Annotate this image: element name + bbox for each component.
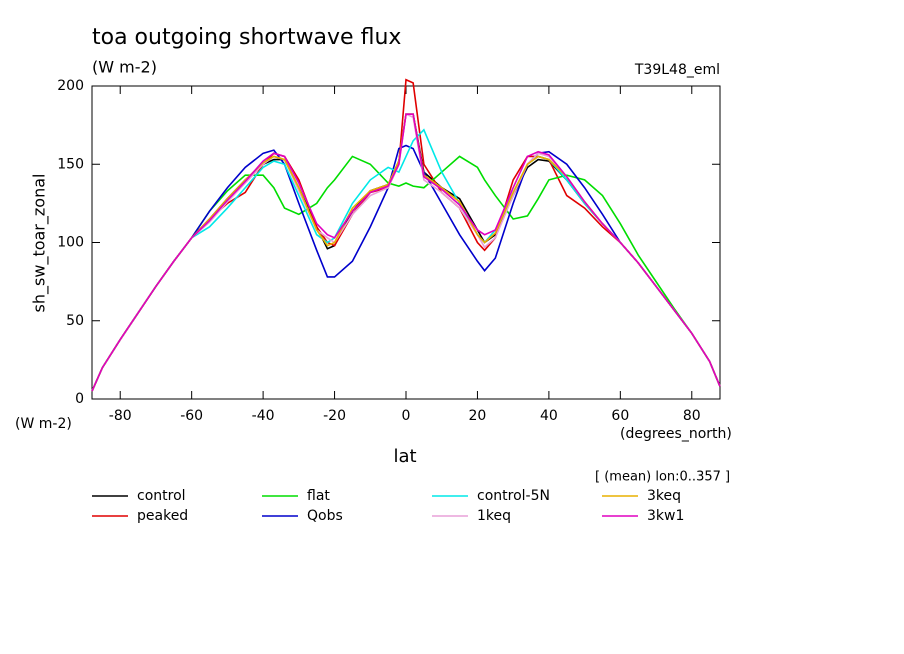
x-tick-label: -80 bbox=[109, 408, 132, 424]
x-tick-label: 20 bbox=[469, 408, 487, 424]
series-line bbox=[91, 78, 721, 392]
y-tick-label: 200 bbox=[57, 78, 84, 94]
chart-subtitle: (W m-2) bbox=[92, 58, 157, 77]
tag: T39L48_eml bbox=[634, 62, 720, 78]
x-axis-label: lat bbox=[393, 446, 416, 467]
legend-label: flat bbox=[307, 488, 330, 504]
legend-label: 3keq bbox=[647, 488, 681, 504]
x-tick-label: -40 bbox=[252, 408, 275, 424]
y-tick-label: 0 bbox=[75, 391, 84, 407]
x-tick-label: 0 bbox=[402, 408, 411, 424]
series-line bbox=[91, 128, 721, 392]
legend-label: Qobs bbox=[307, 508, 343, 524]
legend-label: 3kw1 bbox=[647, 508, 684, 524]
series-line bbox=[91, 144, 721, 392]
x-tick-label: -60 bbox=[180, 408, 203, 424]
chart-title: toa outgoing shortwave flux bbox=[92, 25, 401, 50]
legend-label: control bbox=[137, 488, 186, 504]
series-line bbox=[91, 155, 721, 392]
y-tick-label: 100 bbox=[57, 235, 84, 251]
x-tick-label: 80 bbox=[683, 408, 701, 424]
series-line bbox=[91, 113, 721, 392]
y-axis-label: sh_sw_toar_zonal bbox=[30, 174, 50, 313]
y-tick-label: 50 bbox=[66, 313, 84, 329]
legend-label: 1keq bbox=[477, 508, 511, 524]
legend-label: control-5N bbox=[477, 488, 550, 504]
x-tick-label: 40 bbox=[540, 408, 558, 424]
y-tick-label: 150 bbox=[57, 156, 84, 172]
plot-frame bbox=[91, 85, 721, 400]
legend-label: peaked bbox=[137, 508, 188, 524]
x-tick-label: -20 bbox=[323, 408, 346, 424]
y-unit: (W m-2) bbox=[15, 416, 72, 432]
x-tick-label: 60 bbox=[611, 408, 629, 424]
annotation: [ (mean) lon:0..357 ] bbox=[595, 470, 730, 485]
x-unit: (degrees_north) bbox=[620, 426, 732, 442]
